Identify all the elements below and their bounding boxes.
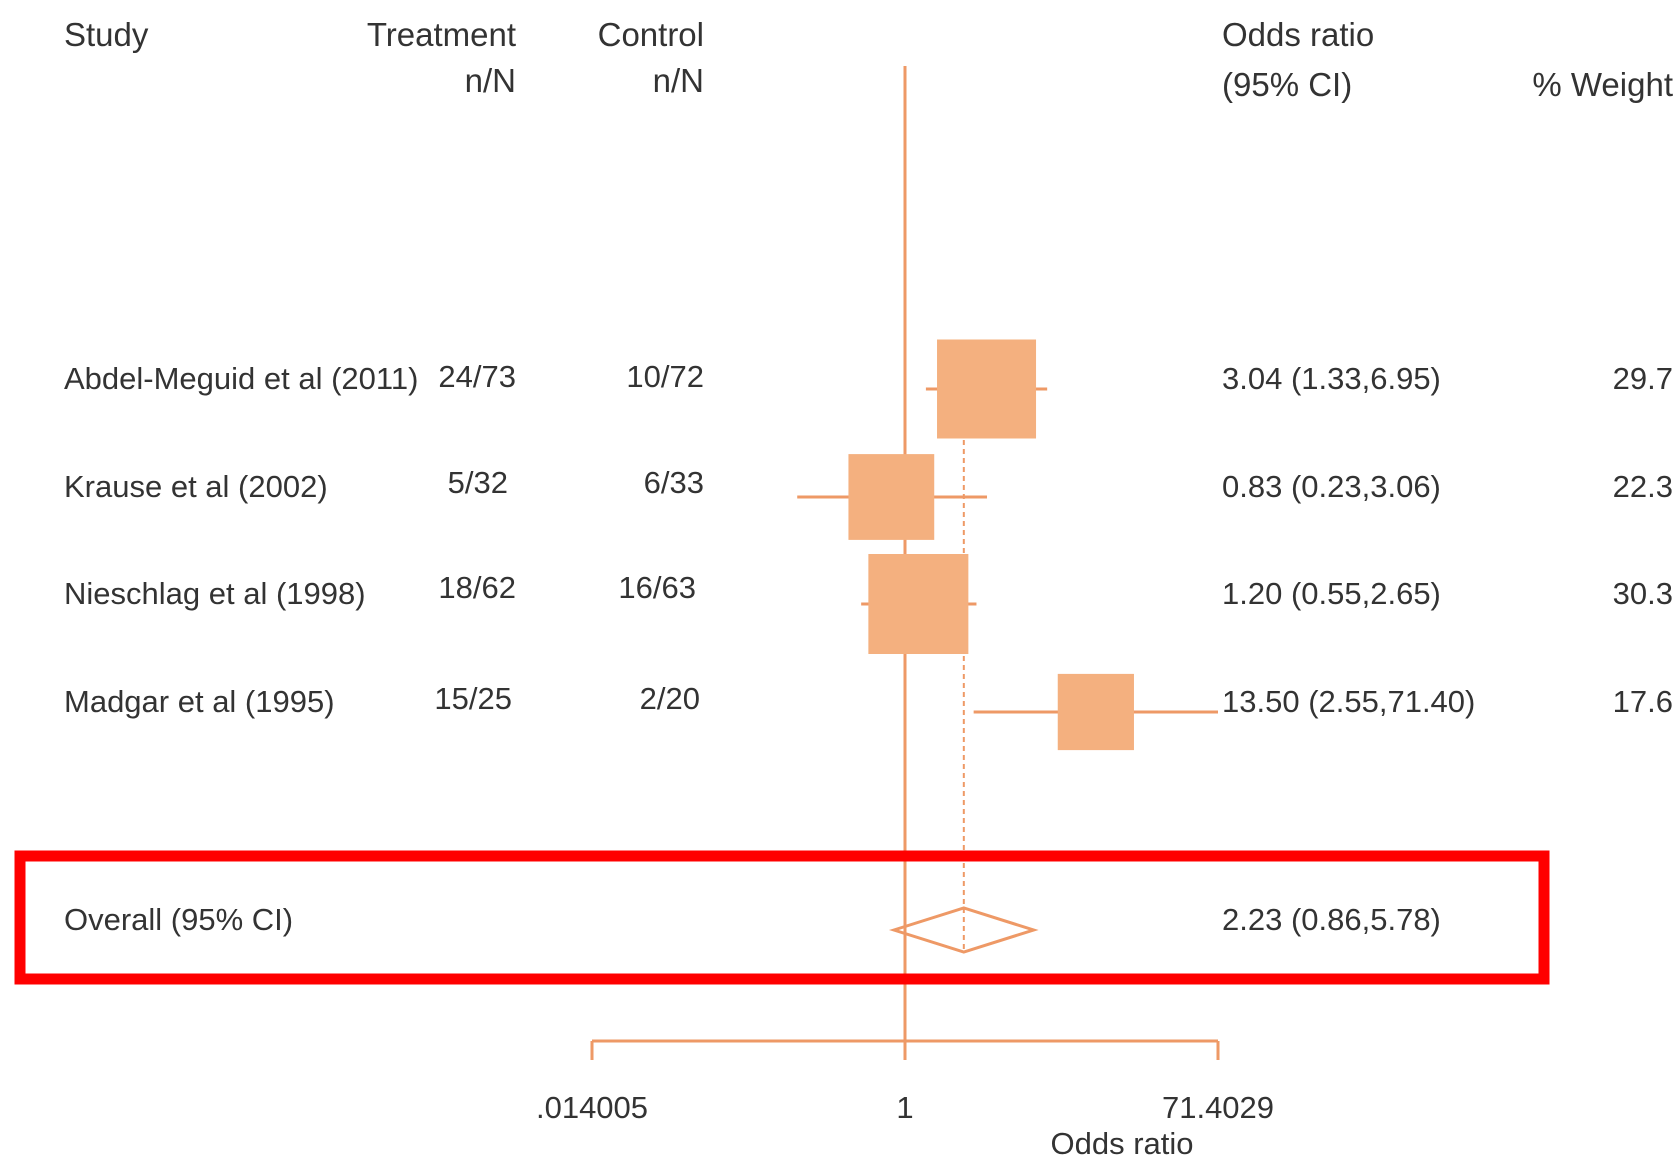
study-row: Krause et al (2002) 5/32 6/33 0.83 (0.23… <box>64 454 1673 540</box>
x-tick-label: .014005 <box>536 1090 648 1125</box>
odds-ratio-value: 0.83 (0.23,3.06) <box>1222 469 1441 504</box>
header-control: Control <box>598 16 704 53</box>
overall-label: Overall (95% CI) <box>64 902 293 937</box>
weight-value: 17.6 <box>1613 684 1673 719</box>
overall-odds-ratio-value: 2.23 (0.86,5.78) <box>1222 902 1441 937</box>
study-name: Abdel-Meguid et al (2011) <box>64 361 418 396</box>
weight-value: 29.7 <box>1613 361 1673 396</box>
header-treatment-sub: n/N <box>465 62 516 99</box>
weight-value: 30.3 <box>1613 576 1673 611</box>
control-count: 2/20 <box>640 681 700 716</box>
highlight-box <box>14 850 1550 985</box>
odds-ratio-value: 13.50 (2.55,71.40) <box>1222 684 1475 719</box>
study-name: Madgar et al (1995) <box>64 684 335 719</box>
x-axis-label: Odds ratio <box>1050 1126 1193 1157</box>
effect-box <box>937 339 1037 439</box>
study-row: Nieschlag et al (1998) 18/62 16/63 1.20 … <box>64 554 1673 654</box>
header-odds-ratio: Odds ratio <box>1222 16 1374 53</box>
odds-ratio-value: 1.20 (0.55,2.65) <box>1222 576 1441 611</box>
effect-box <box>868 554 969 654</box>
treatment-count: 15/25 <box>434 681 512 716</box>
overall-row: Overall (95% CI) 2.23 (0.86,5.78) <box>64 902 1441 954</box>
effect-box <box>848 454 935 540</box>
control-count: 16/63 <box>618 570 696 605</box>
effect-box <box>1057 673 1134 751</box>
header-treatment: Treatment <box>367 16 516 53</box>
study-name: Nieschlag et al (1998) <box>64 576 366 611</box>
treatment-count: 5/32 <box>448 465 508 500</box>
x-tick-label: 1 <box>896 1090 913 1125</box>
column-headers: Study Treatment n/N Control n/N Odds rat… <box>64 16 1673 103</box>
x-tick-label: 71.4029 <box>1162 1090 1274 1125</box>
study-name: Krause et al (2002) <box>64 469 328 504</box>
control-count: 10/72 <box>626 359 704 394</box>
overall-diamond <box>888 906 1039 954</box>
control-count: 6/33 <box>644 465 704 500</box>
x-axis: .014005 1 71.4029 Odds ratio <box>536 1039 1274 1157</box>
odds-ratio-value: 3.04 (1.33,6.95) <box>1222 361 1441 396</box>
header-weight: % Weight <box>1532 66 1673 103</box>
study-row: Madgar et al (1995) 15/25 2/20 13.50 (2.… <box>64 673 1673 751</box>
study-row: Abdel-Meguid et al (2011) 24/73 10/72 3.… <box>64 339 1673 439</box>
header-study: Study <box>64 16 149 53</box>
weight-value: 22.3 <box>1613 469 1673 504</box>
header-odds-ratio-ci: (95% CI) <box>1222 66 1352 103</box>
treatment-count: 18/62 <box>438 570 516 605</box>
header-control-sub: n/N <box>653 62 704 99</box>
treatment-count: 24/73 <box>438 359 516 394</box>
